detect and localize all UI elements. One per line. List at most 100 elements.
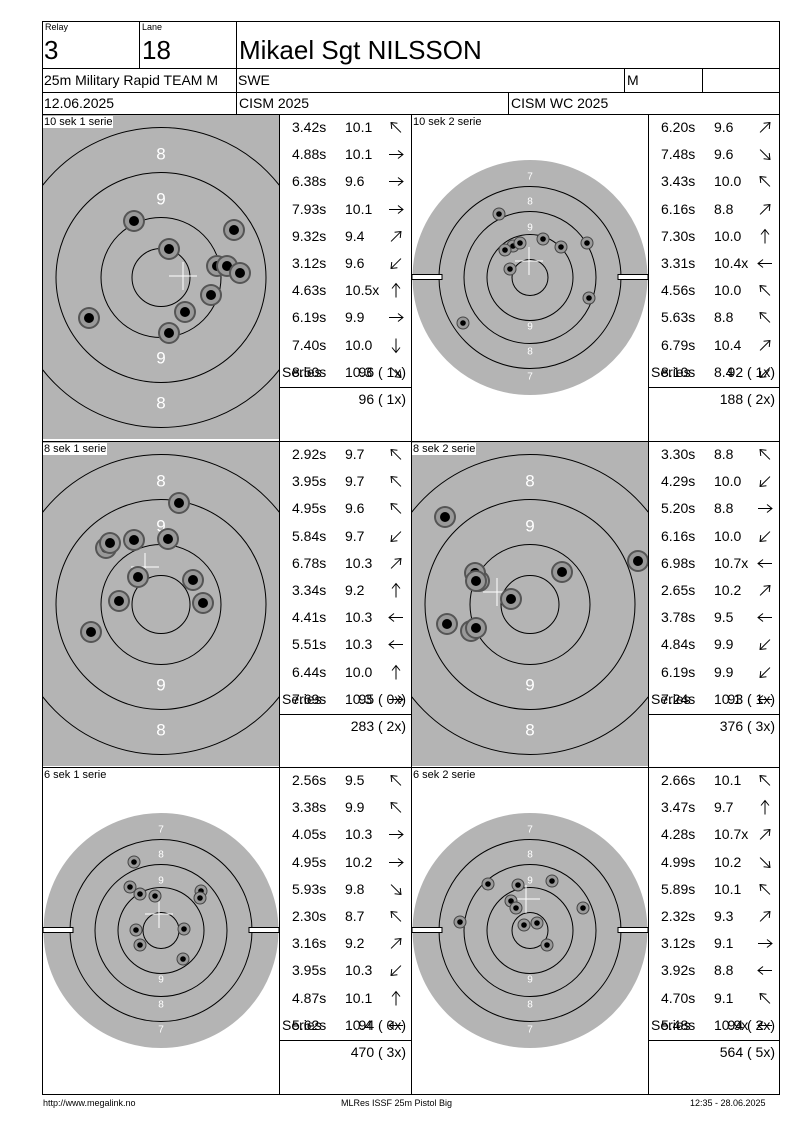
svg-text:7: 7: [527, 172, 533, 183]
shot-direction-icon: [755, 223, 775, 250]
shot-direction-icon: [386, 604, 406, 631]
series-total: 96 ( 1x): [358, 364, 406, 380]
shot-score: 9.2: [345, 935, 365, 952]
shot-direction-icon: [755, 468, 775, 495]
shot-time: 6.98s: [661, 554, 696, 571]
shot-hole: [465, 617, 487, 639]
shot-hole: [123, 210, 145, 232]
shot-score: 9.8: [345, 880, 365, 897]
grid-line: [42, 767, 780, 768]
svg-text:5: 5: [158, 1076, 164, 1087]
shot-score: 9.7: [345, 446, 365, 462]
shot-time: 3.38s: [292, 799, 327, 816]
shot-score: 10.2: [714, 582, 742, 598]
running-total: 564 ( 5x): [719, 1044, 775, 1060]
shot-direction-icon: [755, 930, 775, 957]
shot-hole: [436, 613, 458, 635]
shot-hole: [554, 240, 568, 254]
shot-score: 9.5: [714, 609, 734, 626]
shot-score: 10.9x: [714, 1016, 749, 1033]
shot-direction-icon: [755, 550, 775, 577]
shot-row: 4.29s 10.0: [649, 468, 779, 495]
shot-score: 10.7x: [714, 554, 749, 571]
svg-text:7: 7: [158, 1025, 164, 1036]
series-total-row: Series 94 ( 2x): [649, 1012, 779, 1039]
running-total-row: 188 ( 2x): [649, 386, 779, 413]
shot-hole: [453, 915, 467, 929]
shot-score: 10.4: [345, 1016, 373, 1033]
shot-score: 9.7: [345, 527, 365, 544]
shot-hole: [123, 880, 137, 894]
series-total-row: Series 94 ( 0x): [280, 1012, 410, 1039]
shot-direction-icon: [386, 1012, 406, 1039]
shot-time: 6.44s: [292, 663, 327, 680]
shot-time: 6.78s: [292, 554, 327, 571]
shot-row: 3.34s 9.2: [280, 577, 410, 604]
shot-score: 10.3: [345, 554, 373, 571]
shot-row: 4.70s 9.1: [649, 985, 779, 1012]
svg-text:6: 6: [527, 1051, 533, 1062]
shot-row: 3.47s 9.7: [649, 794, 779, 821]
shot-row: 4.95s 9.6: [280, 495, 410, 522]
shot-row: 6.38s 9.6: [280, 168, 410, 195]
grid-line: [279, 114, 280, 1095]
footer-website[interactable]: http://www.megalink.no: [43, 1098, 136, 1108]
shot-direction-icon: [386, 359, 406, 386]
shot-row: 5.84s 9.7: [280, 523, 410, 550]
shot-score: 8.8: [714, 962, 734, 979]
shot-time: 3.16s: [292, 935, 327, 952]
shot-direction-icon: [386, 794, 406, 821]
svg-text:6: 6: [527, 798, 533, 809]
shot-hole: [133, 938, 147, 952]
shot-hole: [627, 550, 648, 572]
shot-hole: [551, 561, 573, 583]
shot-row: 2.32s 9.3: [649, 903, 779, 930]
svg-text:6: 6: [527, 145, 533, 156]
grid-line: [648, 714, 780, 715]
shot-row: 2.92s 9.7: [280, 441, 410, 468]
shot-score: 10.3: [345, 962, 373, 979]
shot-direction-icon: [386, 821, 406, 848]
shot-direction-icon: [755, 876, 775, 903]
running-total-row: 96 ( 1x): [280, 386, 410, 413]
shot-score: 10.3: [345, 826, 373, 843]
shot-time: 4.41s: [292, 609, 327, 626]
series-total: 93 ( 1x): [727, 691, 775, 707]
shot-hole: [193, 891, 207, 905]
shot-time: 8.50s: [292, 363, 327, 380]
shot-row: 4.84s 9.9: [649, 631, 779, 658]
series-title: 8 sek 2 serie: [412, 443, 477, 455]
shot-score: 10.2: [345, 853, 373, 870]
shot-row: 3.95s 9.7: [280, 468, 410, 495]
shot-row: 4.56s 10.0: [649, 277, 779, 304]
shot-hole: [157, 528, 179, 550]
series-title: 10 sek 2 serie: [412, 116, 483, 128]
series-total: 92 ( 1x): [727, 364, 775, 380]
shot-direction-icon: [386, 550, 406, 577]
header-divider: [139, 21, 140, 68]
shot-time: 2.92s: [292, 446, 327, 462]
shot-direction-icon: [755, 359, 775, 386]
svg-text:5: 5: [527, 773, 533, 784]
shot-row: 8.50s 10.3: [280, 359, 410, 386]
svg-text:5: 5: [527, 1076, 533, 1087]
shot-direction-icon: [755, 903, 775, 930]
shot-score: 9.2: [345, 582, 365, 598]
grid-line: [279, 387, 411, 388]
shot-direction-icon: [755, 168, 775, 195]
shot-direction-icon: [755, 849, 775, 876]
shot-row: 3.12s 9.1: [649, 930, 779, 957]
shot-hole: [465, 570, 487, 592]
shot-hole: [536, 232, 550, 246]
svg-text:8: 8: [525, 721, 534, 740]
svg-text:5: 5: [158, 773, 164, 784]
shot-row: 4.05s 10.3: [280, 821, 410, 848]
shot-direction-icon: [386, 441, 406, 468]
date: 12.06.2025: [44, 95, 115, 111]
shot-direction-icon: [755, 277, 775, 304]
shot-direction-icon: [755, 114, 775, 141]
shot-score: 9.9: [345, 799, 365, 816]
shot-hole: [509, 901, 523, 915]
shot-score: 10.0: [714, 282, 742, 299]
running-total: 283 ( 2x): [350, 718, 406, 734]
